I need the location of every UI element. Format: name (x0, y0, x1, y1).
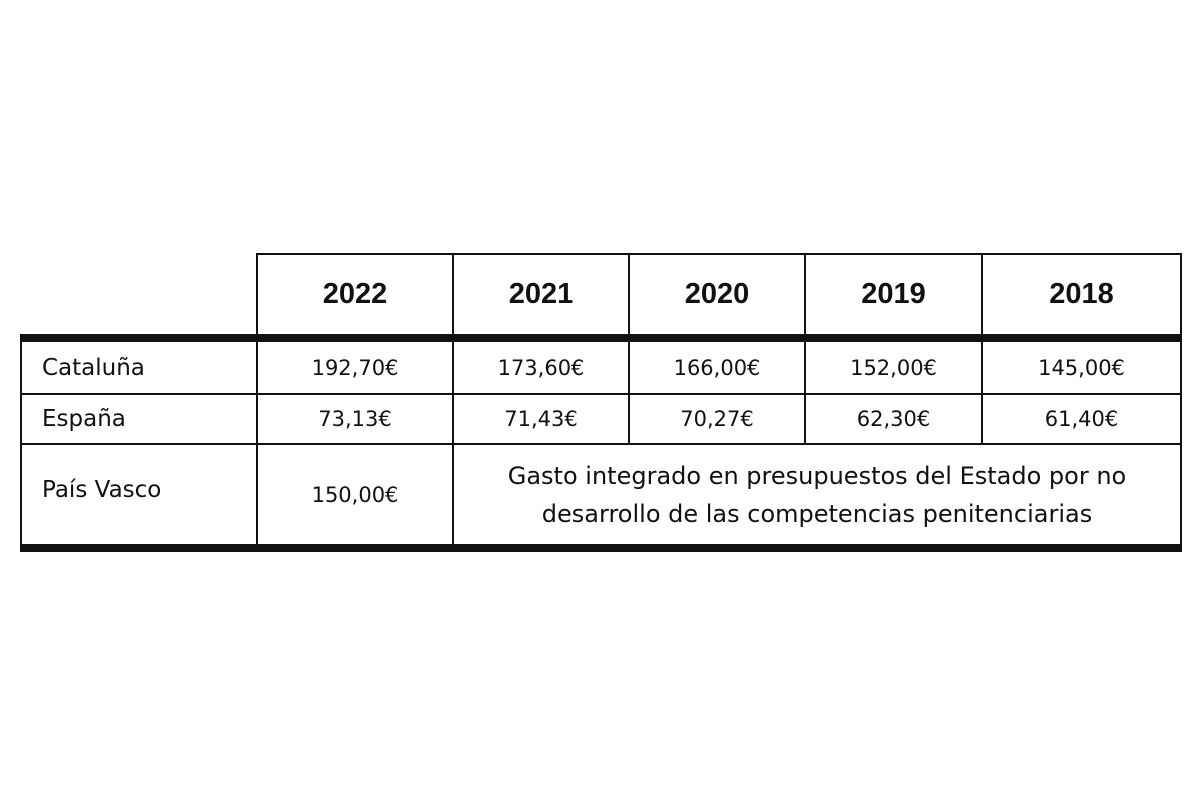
cell-espana-2018: 61,40€ (981, 393, 1182, 445)
header-row: 2022 2021 2020 2019 2018 (21, 253, 1182, 342)
table-row-cataluna: Cataluña 192,70€ 173,60€ 166,00€ 152,00€… (20, 337, 1182, 395)
row-label-cataluna: Cataluña (20, 337, 258, 395)
pais-vasco-note-cell: Gasto integrado en presupuestos del Esta… (452, 443, 1182, 552)
header-year-2020: 2020 (628, 253, 806, 342)
spending-table: 2022 2021 2020 2019 2018 Cataluña 192,70… (20, 253, 1182, 552)
cell-cataluna-2018: 145,00€ (981, 337, 1182, 395)
cell-cataluna-2020: 166,00€ (628, 337, 806, 395)
table-row-espana: España 73,13€ 71,43€ 70,27€ 62,30€ 61,40… (20, 393, 1182, 445)
cell-espana-2020: 70,27€ (628, 393, 806, 445)
cell-cataluna-2019: 152,00€ (804, 337, 983, 395)
row-label-pais-vasco: País Vasco (20, 443, 258, 552)
header-year-2021: 2021 (452, 253, 630, 342)
cell-cataluna-2021: 173,60€ (452, 337, 630, 395)
row-label-espana: España (20, 393, 258, 445)
header-year-2019: 2019 (804, 253, 983, 342)
cell-cataluna-2022: 192,70€ (256, 337, 454, 395)
cell-pais-vasco-2022: 150,00€ (256, 443, 454, 552)
header-year-2018: 2018 (981, 253, 1182, 342)
spending-table-container: 2022 2021 2020 2019 2018 Cataluña 192,70… (20, 253, 1182, 552)
cell-espana-2022: 73,13€ (256, 393, 454, 445)
header-year-2022: 2022 (256, 253, 454, 342)
corner-cell (21, 254, 258, 342)
cell-espana-2021: 71,43€ (452, 393, 630, 445)
cell-espana-2019: 62,30€ (804, 393, 983, 445)
table-row-pais-vasco: País Vasco 150,00€ Gasto integrado en pr… (20, 443, 1182, 552)
